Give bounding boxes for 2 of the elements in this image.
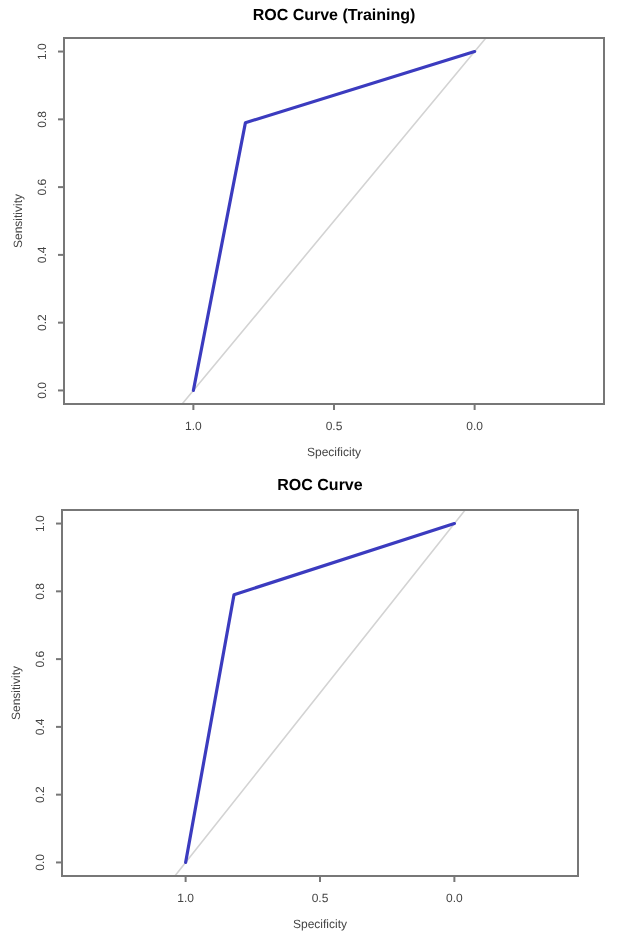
chart-title: ROC Curve <box>277 476 364 494</box>
chart-title: ROC Curve (Training) <box>252 6 417 24</box>
